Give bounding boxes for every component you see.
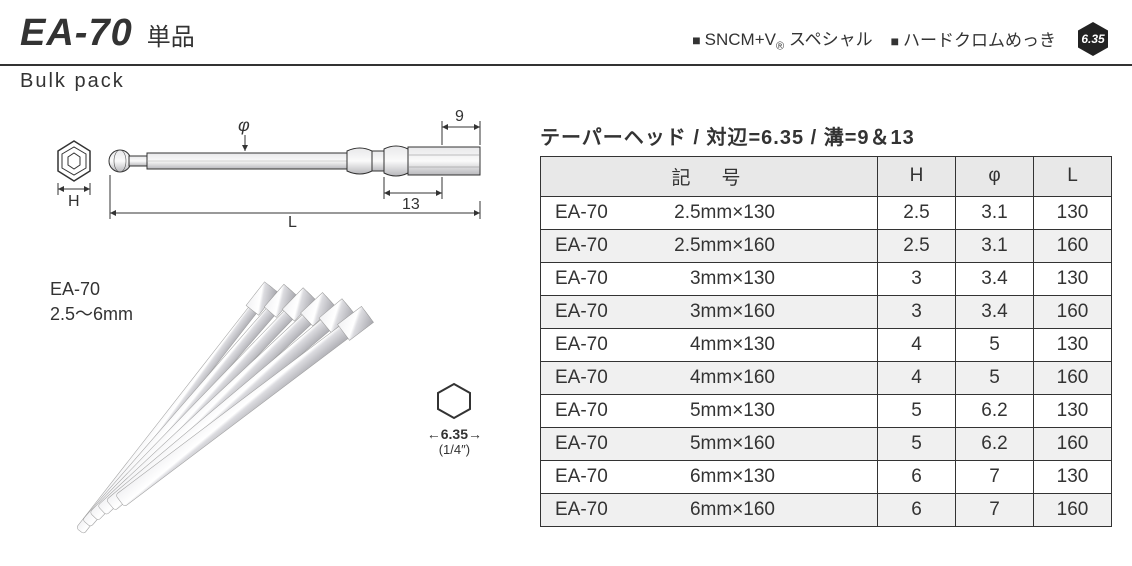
- cell-phi: 6.2: [956, 394, 1034, 427]
- cell-H: 3: [878, 295, 956, 328]
- cell-phi: 7: [956, 493, 1034, 526]
- svg-text:9: 9: [455, 108, 464, 125]
- cell-L: 160: [1034, 427, 1112, 460]
- table-row: EA-703mm×16033.4160: [541, 295, 1112, 328]
- cell-H: 6: [878, 493, 956, 526]
- cell-code: EA-704mm×130: [541, 328, 878, 361]
- cell-code: EA-706mm×160: [541, 493, 878, 526]
- cell-code: EA-705mm×130: [541, 394, 878, 427]
- cell-phi: 5: [956, 328, 1034, 361]
- cell-H: 4: [878, 328, 956, 361]
- product-photo: EA-70 2.5〜6mm: [20, 241, 530, 561]
- cell-code: EA-702.5mm×160: [541, 229, 878, 262]
- table-row: EA-706mm×13067130: [541, 460, 1112, 493]
- header: EA-70 単品 SNCM+V® スペシャル ハードクロムめっき 6.35: [0, 0, 1132, 66]
- hex-arrow-right: →: [468, 426, 482, 442]
- cell-L: 130: [1034, 196, 1112, 229]
- cell-H: 5: [878, 427, 956, 460]
- spec-material: SNCM+V® スペシャル: [692, 25, 872, 52]
- spec-table: 記 号 H φ L EA-702.5mm×1302.53.1130EA-702.…: [540, 156, 1112, 527]
- spec-plating: ハードクロムめっき: [891, 26, 1056, 51]
- col-code: 記 号: [541, 156, 878, 196]
- col-L: L: [1034, 156, 1112, 196]
- cell-phi: 6.2: [956, 427, 1034, 460]
- technical-diagram: H: [20, 101, 530, 231]
- cell-code: EA-702.5mm×130: [541, 196, 878, 229]
- spec-material-post: スペシャル: [784, 30, 873, 49]
- cell-L: 130: [1034, 328, 1112, 361]
- registered-icon: ®: [776, 40, 784, 52]
- cell-L: 160: [1034, 493, 1112, 526]
- cell-phi: 7: [956, 460, 1034, 493]
- cell-phi: 5: [956, 361, 1034, 394]
- table-row: EA-705mm×13056.2130: [541, 394, 1112, 427]
- hex-sub: (1/4″): [427, 442, 482, 457]
- cell-code: EA-704mm×160: [541, 361, 878, 394]
- table-row: EA-704mm×13045130: [541, 328, 1112, 361]
- content: H: [0, 93, 1132, 561]
- dim-H-label: H: [68, 193, 80, 210]
- cell-phi: 3.4: [956, 295, 1034, 328]
- table-row: EA-702.5mm×1602.53.1160: [541, 229, 1112, 262]
- hex-badge: 6.35: [1074, 20, 1112, 58]
- table-row: EA-704mm×16045160: [541, 361, 1112, 394]
- svg-text:L: L: [288, 214, 297, 231]
- cell-phi: 3.1: [956, 229, 1034, 262]
- header-specs: SNCM+V® スペシャル ハードクロムめっき 6.35: [692, 20, 1112, 58]
- table-header-row: 記 号 H φ L: [541, 156, 1112, 196]
- cell-H: 2.5: [878, 196, 956, 229]
- hex-badge-value: 6.35: [1081, 32, 1104, 46]
- col-phi: φ: [956, 156, 1034, 196]
- table-row: EA-705mm×16056.2160: [541, 427, 1112, 460]
- hex-arrow-left: ←: [427, 426, 441, 442]
- photo-label: EA-70 2.5〜6mm: [50, 277, 133, 327]
- cell-L: 130: [1034, 262, 1112, 295]
- cell-code: EA-703mm×160: [541, 295, 878, 328]
- cell-H: 2.5: [878, 229, 956, 262]
- cell-L: 130: [1034, 460, 1112, 493]
- cell-H: 4: [878, 361, 956, 394]
- cell-L: 130: [1034, 394, 1112, 427]
- photo-label-code: EA-70: [50, 277, 133, 302]
- cell-L: 160: [1034, 361, 1112, 394]
- cell-H: 3: [878, 262, 956, 295]
- table-row: EA-702.5mm×1302.53.1130: [541, 196, 1112, 229]
- left-column: H: [20, 93, 530, 561]
- hexagon-outline-icon: [432, 381, 476, 421]
- table-row: EA-703mm×13033.4130: [541, 262, 1112, 295]
- product-code: EA-70: [20, 12, 133, 55]
- cell-code: EA-703mm×130: [541, 262, 878, 295]
- photo-label-range: 2.5〜6mm: [50, 302, 133, 327]
- spec-material-pre: SNCM+V: [705, 30, 776, 49]
- product-sub: 単品: [147, 17, 195, 52]
- svg-text:φ: φ: [238, 115, 250, 135]
- cell-code: EA-705mm×160: [541, 427, 878, 460]
- hex-shank-spec: ←6.35→ (1/4″): [427, 381, 482, 457]
- cell-L: 160: [1034, 229, 1112, 262]
- cell-H: 6: [878, 460, 956, 493]
- table-row: EA-706mm×16067160: [541, 493, 1112, 526]
- cell-phi: 3.4: [956, 262, 1034, 295]
- cell-H: 5: [878, 394, 956, 427]
- subtitle: Bulk pack: [0, 66, 1132, 93]
- hex-value: 6.35: [441, 426, 468, 442]
- col-H: H: [878, 156, 956, 196]
- cell-L: 160: [1034, 295, 1112, 328]
- cell-code: EA-706mm×130: [541, 460, 878, 493]
- table-title: テーパーヘッド / 対辺=6.35 / 溝=9＆13: [540, 121, 1112, 150]
- svg-text:13: 13: [402, 196, 420, 213]
- cell-phi: 3.1: [956, 196, 1034, 229]
- right-column: テーパーヘッド / 対辺=6.35 / 溝=9＆13 記 号 H φ L EA-…: [530, 93, 1112, 561]
